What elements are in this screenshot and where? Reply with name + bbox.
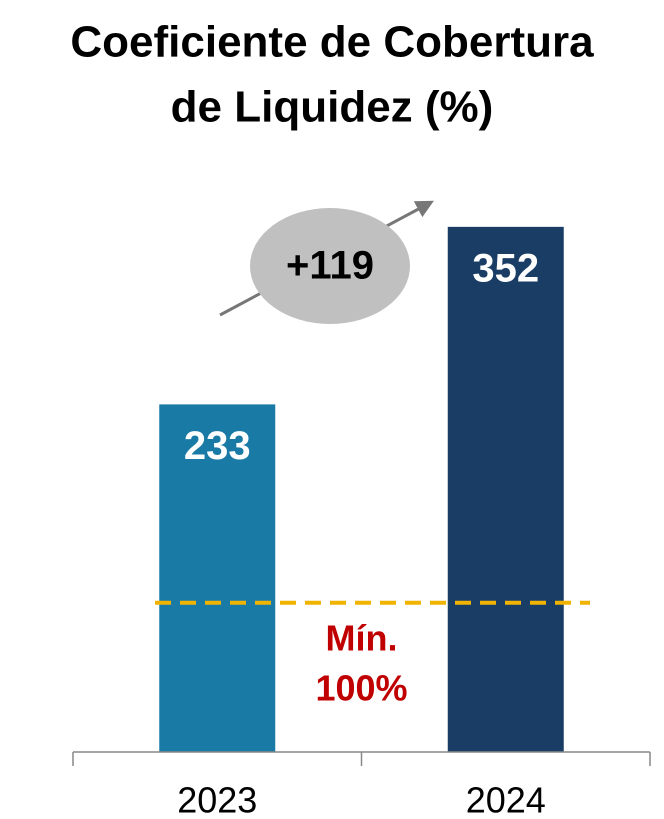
- bar: [159, 404, 276, 752]
- value-label: 352: [472, 246, 539, 290]
- reference-label: Mín.: [326, 617, 398, 658]
- chart-title: de Liquidez (%): [171, 83, 494, 132]
- change-bubble: [250, 208, 410, 324]
- bar: [447, 226, 564, 752]
- chart-title: Coeficiente de Cobertura: [70, 18, 594, 67]
- change-label: +119: [286, 244, 374, 288]
- x-tick-label: 2023: [177, 780, 257, 819]
- reference-value-label: 100%: [315, 667, 407, 708]
- value-label: 233: [184, 424, 251, 468]
- x-tick-label: 2024: [466, 780, 546, 819]
